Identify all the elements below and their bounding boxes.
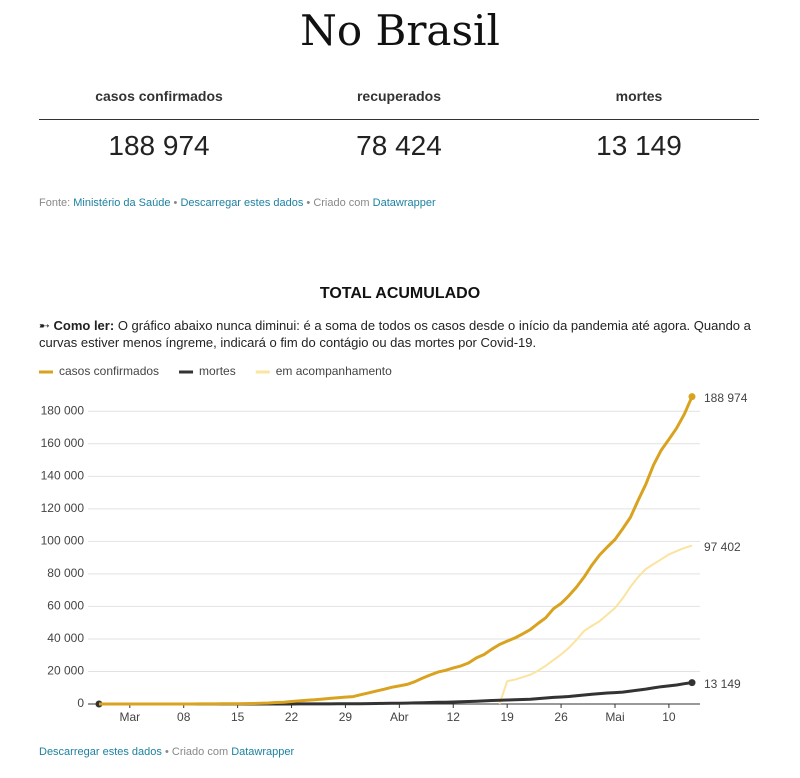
end-label: 188 974 — [704, 391, 748, 405]
source-link[interactable]: Ministério da Saúde — [73, 197, 171, 209]
x-tick-label: 10 — [662, 710, 676, 724]
y-tick-label: 140 000 — [41, 468, 85, 482]
description-lead: ➸ Como ler: — [39, 318, 115, 333]
series-line — [498, 544, 693, 705]
y-tick-label: 60 000 — [47, 599, 84, 613]
x-tick-label: 22 — [285, 710, 299, 724]
y-tick-label: 20 000 — [47, 664, 84, 678]
y-tick-label: 160 000 — [41, 436, 85, 450]
end-dot — [688, 679, 696, 687]
x-tick-label: Mar — [119, 710, 140, 724]
end-label: 97 402 — [704, 540, 741, 554]
footer: Descarregar estes dados • Criado com Dat… — [39, 746, 294, 758]
legend-label: casos confirmados — [59, 364, 159, 378]
y-tick-label: 80 000 — [47, 566, 84, 580]
x-tick-label: 12 — [447, 710, 461, 724]
y-tick-label: 0 — [77, 696, 84, 710]
created-with: • Criado com — [164, 746, 229, 758]
stat-value: 188 974 — [108, 130, 210, 161]
stat-label: mortes — [615, 88, 663, 104]
source: Fonte: Ministério da Saúde • Descarregar… — [39, 197, 436, 209]
tool-link[interactable]: Datawrapper — [231, 746, 295, 758]
chart-description: ➸ Como ler: O gráfico abaixo nunca dimin… — [39, 317, 779, 351]
stat-value: 13 149 — [596, 130, 682, 161]
x-tick-label: Mai — [605, 710, 624, 724]
legend-label: em acompanhamento — [276, 364, 392, 378]
created-with: Criado com — [313, 197, 370, 209]
download-link[interactable]: Descarregar estes dados — [39, 746, 162, 758]
y-tick-label: 100 000 — [41, 534, 85, 548]
chart-title: TOTAL ACUMULADO — [319, 285, 481, 302]
x-tick-label: 29 — [339, 710, 353, 724]
legend-label: mortes — [199, 364, 236, 378]
series-line — [99, 396, 694, 706]
y-tick-label: 120 000 — [41, 501, 85, 515]
x-tick-label: 08 — [177, 710, 191, 724]
stat-label: casos confirmados — [95, 88, 223, 104]
end-label: 13 149 — [704, 677, 741, 691]
x-tick-label: 19 — [500, 710, 514, 724]
end-dot — [688, 393, 696, 401]
stat-values: 188 974 78 424 13 149 — [39, 130, 759, 162]
y-tick-label: 40 000 — [47, 631, 84, 645]
tool-link[interactable]: Datawrapper — [372, 197, 436, 209]
x-tick-label: Abr — [390, 710, 409, 724]
x-tick-label: 26 — [554, 710, 568, 724]
stat-value: 78 424 — [356, 130, 442, 161]
source-prefix: Fonte: — [39, 197, 71, 209]
stat-label: recuperados — [356, 88, 442, 104]
x-tick-label: 15 — [231, 710, 245, 724]
description-text: O gráfico abaixo nunca diminui: é a soma… — [39, 318, 751, 350]
y-tick-label: 180 000 — [41, 403, 85, 417]
chart: 0 20 000 40 000 60 000 80 000 100 000 120 000 1… — [39, 364, 748, 724]
download-link[interactable]: Descarregar estes dados — [180, 197, 304, 209]
page-title: No Brasil — [300, 6, 500, 55]
stat-headers: casos confirmados recuperados mortes — [39, 88, 759, 120]
